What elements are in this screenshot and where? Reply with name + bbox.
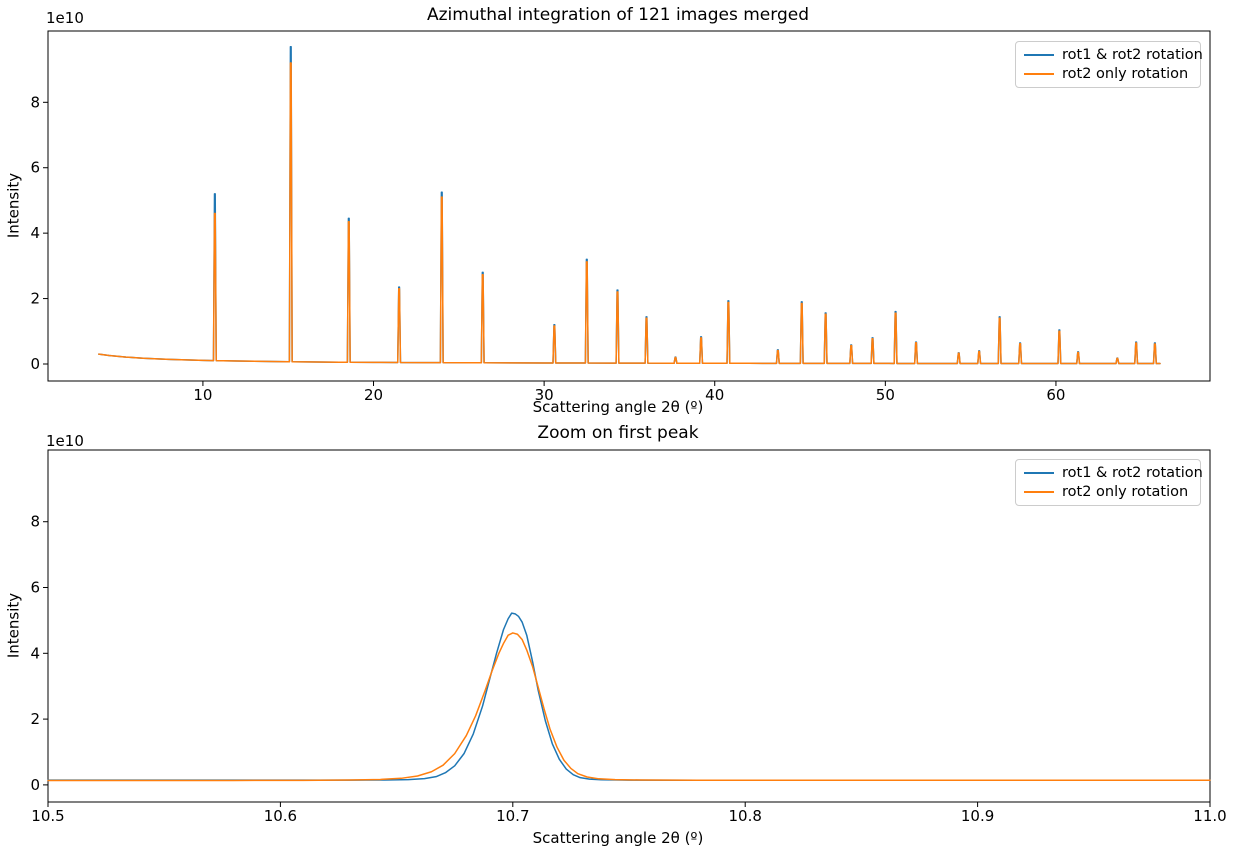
series-line-rot2-only-rotation <box>47 632 1211 782</box>
bottom-chart-spines <box>47 449 1211 803</box>
y-tick-label: 4 <box>30 224 40 242</box>
legend-entry-rot1-rot2: rot1 & rot2 rotation <box>1024 47 1203 63</box>
x-tick-label: 10.7 <box>496 807 529 825</box>
x-tick-label: 20 <box>364 386 383 404</box>
top-chart-x-axis: 10 20 30 40 50 60 <box>193 381 1065 404</box>
y-tick-label: 2 <box>30 710 40 728</box>
x-tick-label: 60 <box>1046 386 1065 404</box>
top-chart-offset-text: 1e10 <box>46 9 84 27</box>
x-tick-label: 10.6 <box>264 807 297 825</box>
y-tick-label: 6 <box>30 159 40 177</box>
bottom-chart-xlabel: Scattering angle 2θ (º) <box>532 829 704 847</box>
x-tick-label: 50 <box>876 386 895 404</box>
y-tick-label: 8 <box>30 513 40 531</box>
top-chart-title: Azimuthal integration of 121 images merg… <box>427 5 809 25</box>
y-tick-label: 4 <box>30 644 40 662</box>
x-tick-label: 10.8 <box>728 807 761 825</box>
legend-entry-rot1-rot2: rot1 & rot2 rotation <box>1024 465 1203 481</box>
y-tick-label: 0 <box>30 776 40 794</box>
y-tick-label: 0 <box>30 355 40 373</box>
legend-label-rot1-rot2: rot1 & rot2 rotation <box>1062 465 1203 481</box>
y-tick-label: 2 <box>30 290 40 308</box>
x-tick-label: 10.9 <box>961 807 994 825</box>
bottom-chart-offset-text: 1e10 <box>46 432 84 450</box>
x-tick-label: 30 <box>535 386 554 404</box>
bottom-chart-ylabel: Intensity <box>4 592 23 659</box>
top-chart-spines <box>47 30 1211 382</box>
legend-line-sample-rot2-only <box>1024 491 1054 493</box>
legend-entry-rot2-only: rot2 only rotation <box>1024 66 1192 82</box>
legend-line-sample-rot2-only <box>1024 73 1054 75</box>
top-chart-axes: 10 20 30 40 50 60 0 2 4 6 8 <box>30 30 1211 404</box>
top-chart-y-axis: 0 2 4 6 8 <box>30 93 48 373</box>
legend-line-sample-rot1-rot2 <box>1024 54 1054 56</box>
series-line-rot1-rot2-rotation <box>47 612 1211 781</box>
bottom-chart-title: Zoom on first peak <box>537 423 699 443</box>
legend-label-rot2-only: rot2 only rotation <box>1062 484 1189 500</box>
bottom-chart-axes: 10.5 10.6 10.7 10.8 10.9 11.0 0 2 4 6 8 <box>30 449 1227 825</box>
top-chart-ylabel: Intensity <box>4 172 23 239</box>
x-tick-label: 10 <box>193 386 212 404</box>
y-tick-label: 8 <box>30 93 40 111</box>
top-chart-xlabel: Scattering angle 2θ (º) <box>532 398 704 416</box>
x-tick-label: 11.0 <box>1193 807 1226 825</box>
x-tick-label: 40 <box>705 386 724 404</box>
x-tick-label: 10.5 <box>31 807 64 825</box>
legend-label-rot2-only: rot2 only rotation <box>1062 66 1189 82</box>
bottom-chart-y-axis: 0 2 4 6 8 <box>30 513 48 794</box>
bottom-chart-x-axis: 10.5 10.6 10.7 10.8 10.9 11.0 <box>31 802 1227 825</box>
bottom-chart-legend: rot1 & rot2 rotation rot2 only rotation <box>1015 459 1203 506</box>
series-line-rot2-only-rotation <box>98 62 1161 365</box>
top-chart-legend: rot1 & rot2 rotation rot2 only rotation <box>1015 41 1203 88</box>
series-line-rot1-rot2-rotation <box>98 45 1161 365</box>
legend-line-sample-rot1-rot2 <box>1024 472 1054 474</box>
y-tick-label: 6 <box>30 579 40 597</box>
legend-entry-rot2-only: rot2 only rotation <box>1024 484 1192 500</box>
legend-label-rot1-rot2: rot1 & rot2 rotation <box>1062 47 1203 63</box>
